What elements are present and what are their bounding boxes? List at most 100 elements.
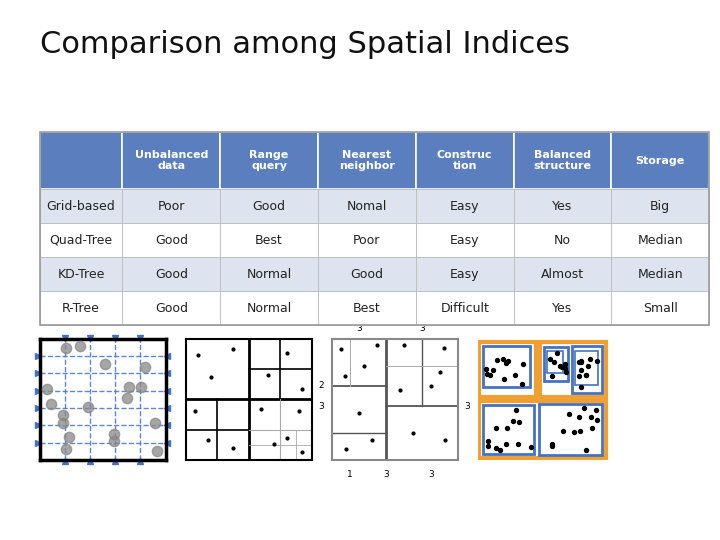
Bar bbox=[544, 347, 568, 381]
Point bbox=[544, 354, 556, 363]
Text: Big: Big bbox=[650, 199, 670, 213]
Point bbox=[564, 409, 575, 418]
Text: Yes: Yes bbox=[552, 199, 572, 213]
Point bbox=[41, 384, 53, 393]
Text: Best: Best bbox=[255, 233, 283, 247]
Text: Comparison among Spatial Indices: Comparison among Spatial Indices bbox=[40, 30, 570, 59]
Text: Unbalanced
data: Unbalanced data bbox=[135, 150, 208, 172]
Text: Good: Good bbox=[253, 199, 286, 213]
Point bbox=[485, 371, 496, 380]
Point bbox=[554, 362, 565, 370]
Point bbox=[60, 343, 72, 352]
Point bbox=[502, 424, 513, 433]
Point bbox=[63, 433, 75, 441]
Point bbox=[99, 360, 111, 368]
Point bbox=[560, 368, 572, 376]
Text: Good: Good bbox=[155, 233, 188, 247]
Point bbox=[586, 424, 598, 433]
Text: Yes: Yes bbox=[552, 301, 572, 315]
Text: Balanced
structure: Balanced structure bbox=[534, 150, 592, 172]
Text: Median: Median bbox=[637, 267, 683, 281]
Point bbox=[573, 358, 585, 367]
Point bbox=[495, 445, 506, 454]
Point bbox=[482, 437, 494, 445]
Text: Normal: Normal bbox=[246, 267, 292, 281]
Point bbox=[508, 417, 519, 426]
Text: Good: Good bbox=[155, 301, 188, 315]
Text: Difficult: Difficult bbox=[440, 301, 489, 315]
Point bbox=[557, 427, 568, 435]
Text: Best: Best bbox=[353, 301, 381, 315]
Text: No: No bbox=[554, 233, 571, 247]
Point bbox=[525, 443, 536, 451]
Point bbox=[109, 429, 120, 438]
Point bbox=[139, 362, 150, 371]
Point bbox=[500, 440, 512, 448]
Point bbox=[546, 441, 558, 450]
Point bbox=[559, 363, 571, 372]
Text: 3: 3 bbox=[419, 324, 425, 333]
Point bbox=[546, 440, 558, 448]
Point bbox=[575, 357, 587, 366]
Point bbox=[552, 349, 563, 357]
Text: 1: 1 bbox=[347, 469, 353, 478]
Text: Normal: Normal bbox=[246, 301, 292, 315]
Text: 3: 3 bbox=[318, 402, 324, 410]
Point bbox=[481, 370, 492, 379]
Point bbox=[590, 406, 602, 414]
Point bbox=[559, 360, 570, 369]
Text: Nearest
neighbor: Nearest neighbor bbox=[339, 150, 395, 172]
Text: Easy: Easy bbox=[450, 267, 480, 281]
Point bbox=[487, 365, 499, 374]
Point bbox=[490, 423, 501, 432]
Point bbox=[108, 436, 120, 445]
Point bbox=[580, 370, 592, 379]
Point bbox=[151, 447, 163, 456]
Point bbox=[575, 383, 587, 391]
Point bbox=[591, 415, 603, 424]
Bar bbox=[480, 342, 536, 397]
Text: 3: 3 bbox=[464, 402, 469, 410]
Point bbox=[582, 362, 593, 371]
Text: KD-Tree: KD-Tree bbox=[58, 267, 104, 281]
Point bbox=[517, 360, 528, 369]
Point bbox=[575, 427, 586, 435]
Point bbox=[573, 413, 585, 421]
Point bbox=[576, 366, 588, 375]
Bar bbox=[483, 346, 530, 387]
Point bbox=[124, 382, 135, 391]
Text: Good: Good bbox=[351, 267, 383, 281]
Text: Poor: Poor bbox=[158, 199, 185, 213]
Text: Easy: Easy bbox=[450, 199, 480, 213]
Point bbox=[503, 357, 514, 366]
Text: Construc
tion: Construc tion bbox=[437, 150, 492, 172]
Text: Small: Small bbox=[643, 301, 678, 315]
Bar bbox=[547, 351, 563, 373]
Point bbox=[480, 364, 492, 373]
Point bbox=[517, 380, 528, 388]
Bar bbox=[572, 346, 603, 393]
Point bbox=[584, 355, 595, 363]
Text: Storage: Storage bbox=[636, 156, 685, 166]
Point bbox=[513, 418, 525, 427]
Point bbox=[498, 375, 510, 383]
Point bbox=[512, 440, 523, 449]
Point bbox=[490, 444, 502, 453]
Bar bbox=[540, 342, 606, 397]
Text: Almost: Almost bbox=[541, 267, 584, 281]
Point bbox=[45, 400, 57, 409]
Text: 2: 2 bbox=[318, 381, 324, 390]
Point bbox=[57, 410, 68, 419]
Point bbox=[575, 357, 587, 366]
Point bbox=[510, 406, 521, 414]
Point bbox=[60, 445, 71, 454]
Bar bbox=[575, 351, 598, 384]
Point bbox=[498, 355, 509, 364]
Point bbox=[74, 342, 86, 350]
Point bbox=[135, 383, 147, 391]
Bar bbox=[539, 404, 603, 455]
Bar bbox=[483, 406, 534, 454]
Text: Median: Median bbox=[637, 233, 683, 247]
Text: Grid-based: Grid-based bbox=[47, 199, 115, 213]
Bar bbox=[480, 401, 606, 458]
